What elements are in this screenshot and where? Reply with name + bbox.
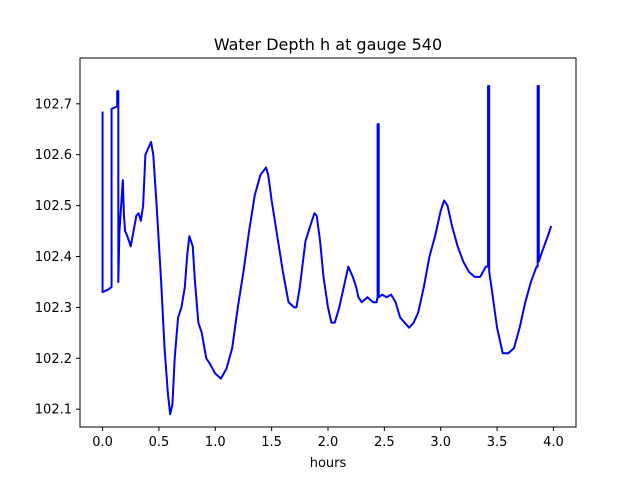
x-tick-label: 3.5 [487,435,508,450]
x-tick-label: 4.0 [543,435,564,450]
chart-title: Water Depth h at gauge 540 [214,35,442,54]
series-line-0 [101,84,553,416]
y-tick-label: 102.1 [35,403,72,418]
y-tick-label: 102.7 [35,97,72,112]
x-tick-label: 0.5 [149,435,170,450]
x-tick-label: 1.5 [261,435,282,450]
x-tick-label: 0.0 [92,435,113,450]
x-tick-label: 2.5 [374,435,395,450]
y-tick-label: 102.2 [35,352,72,367]
y-tick-label: 102.5 [35,199,72,214]
plot-area [80,58,576,427]
plot-background [80,58,576,427]
x-axis-label: hours [310,456,347,471]
series-layer [101,84,553,416]
y-tick-label: 102.4 [35,250,72,265]
y-tick-label: 102.3 [35,301,72,316]
y-tick-label: 102.6 [35,148,72,163]
x-tick-label: 1.0 [205,435,226,450]
x-tick-label: 3.0 [430,435,451,450]
axes-layer: 0.0 0.5 1.0 1.5 2.0 2.5 3.0 3.5 4.0 102.1 102.2 102… [35,57,577,450]
x-tick-label: 2.0 [318,435,339,450]
